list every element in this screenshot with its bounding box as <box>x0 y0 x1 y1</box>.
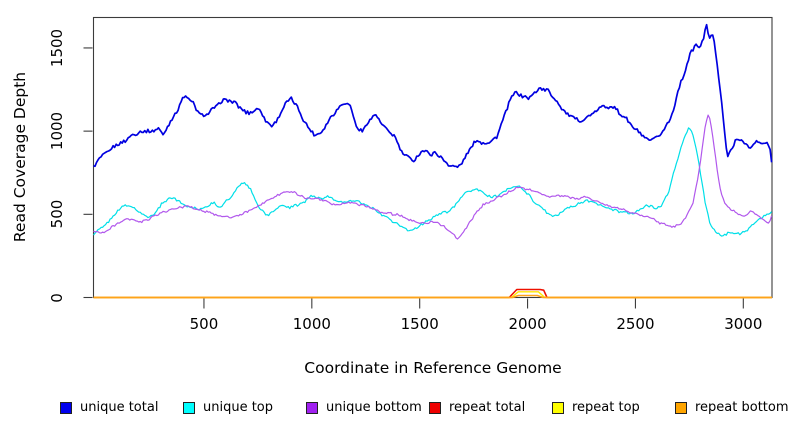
legend-item: unique bottom <box>306 400 422 415</box>
legend-item: repeat top <box>552 400 640 415</box>
legend-item: repeat bottom <box>675 400 789 415</box>
y-tick-label: 1500 <box>48 28 66 68</box>
x-tick-label: 1500 <box>400 315 439 333</box>
x-axis-label: Coordinate in Reference Genome <box>304 359 562 377</box>
legend-label: unique bottom <box>326 400 422 415</box>
legend-label: unique top <box>203 400 274 415</box>
legend-swatch <box>552 401 564 414</box>
legend-swatch <box>675 401 687 414</box>
legend-item: unique top <box>183 400 273 415</box>
legend-swatch <box>60 401 72 414</box>
legend-swatch <box>429 401 441 414</box>
y-axis-label: Read Coverage Depth <box>11 71 29 243</box>
series-line-unique-total <box>93 23 773 169</box>
legend-label: repeat top <box>572 400 640 415</box>
series-line-repeat-top <box>93 291 772 299</box>
legend-swatch <box>306 401 318 414</box>
legend-label: unique total <box>80 400 159 415</box>
y-tick-label: 0 <box>48 292 66 303</box>
x-tick-label: 500 <box>189 315 219 333</box>
y-tick-label: 1000 <box>48 112 66 151</box>
legend-label: repeat total <box>449 400 526 415</box>
series-line-unique-bottom <box>93 114 773 240</box>
legend-item: repeat total <box>429 400 525 415</box>
legend-swatch <box>183 401 195 414</box>
y-tick-label: 500 <box>48 200 66 229</box>
series-line-unique-top <box>93 127 773 237</box>
legend-label: repeat bottom <box>695 400 789 415</box>
series-line-repeat-bottom <box>93 294 772 299</box>
x-tick-label: 3000 <box>724 315 763 333</box>
x-tick-label: 1000 <box>292 315 331 333</box>
series-line-repeat-total <box>93 288 772 299</box>
legend-item: unique total <box>60 400 158 415</box>
x-tick-label: 2500 <box>616 315 655 333</box>
x-tick-label: 2000 <box>508 315 547 333</box>
